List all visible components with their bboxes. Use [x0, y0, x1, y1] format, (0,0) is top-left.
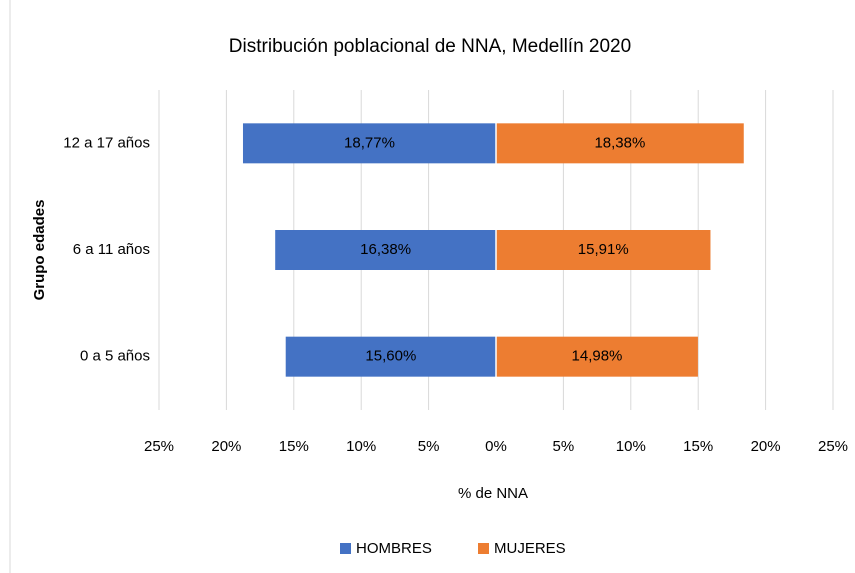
- x-tick-label: 15%: [683, 438, 713, 455]
- data-label: 14,98%: [572, 348, 623, 365]
- x-tick-label: 20%: [751, 438, 781, 455]
- legend-swatch: [478, 543, 489, 554]
- y-tick-label: 12 a 17 años: [63, 134, 150, 151]
- data-label: 16,38%: [360, 241, 411, 258]
- y-tick-label: 6 a 11 años: [73, 241, 150, 258]
- x-tick-label: 0%: [485, 438, 507, 455]
- y-tick-label: 0 a 5 años: [80, 348, 150, 365]
- bar: [285, 336, 496, 377]
- data-label: 15,91%: [578, 241, 629, 258]
- x-tick-label: 5%: [418, 438, 440, 455]
- y-axis-label: Grupo edades: [31, 200, 48, 301]
- x-axis-label: % de NNA: [458, 485, 528, 502]
- bar: [275, 230, 496, 270]
- data-label: 18,77%: [344, 134, 395, 151]
- x-tick-label: 20%: [211, 438, 241, 455]
- x-tick-label: 5%: [553, 438, 575, 455]
- legend-swatch: [340, 543, 351, 554]
- legend-label: MUJERES: [494, 540, 566, 557]
- bar: [496, 123, 744, 164]
- x-tick-label: 15%: [279, 438, 309, 455]
- x-tick-label: 25%: [818, 438, 848, 455]
- bar: [496, 336, 698, 377]
- legend-label: HOMBRES: [356, 540, 432, 557]
- x-tick-label: 25%: [144, 438, 174, 455]
- data-label: 18,38%: [594, 134, 645, 151]
- data-label: 15,60%: [365, 348, 416, 365]
- x-tick-label: 10%: [616, 438, 646, 455]
- bar: [242, 123, 496, 164]
- bar: [496, 230, 711, 270]
- chart-title: Distribución poblacional de NNA, Medellí…: [229, 36, 631, 57]
- x-tick-label: 10%: [346, 438, 376, 455]
